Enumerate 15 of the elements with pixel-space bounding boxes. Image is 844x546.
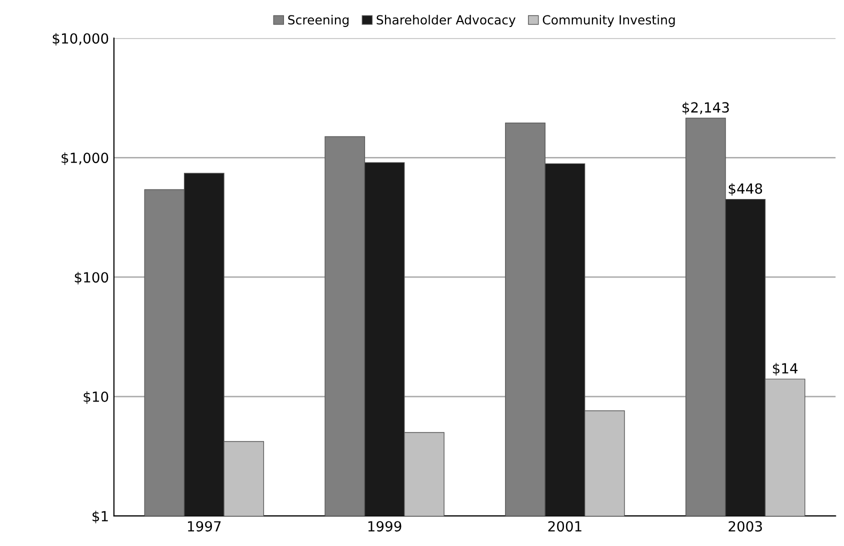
y-tick-label: $1 bbox=[92, 510, 108, 524]
x-tick-label: 1997 bbox=[188, 521, 221, 532]
x-tick-label: 2001 bbox=[548, 521, 582, 532]
data-label: $448 bbox=[728, 183, 762, 196]
y-tick-label: $10,000 bbox=[52, 32, 108, 46]
legend-label: Screening bbox=[288, 14, 349, 27]
x-tick-label: 2003 bbox=[728, 521, 762, 532]
y-tick-label: $100 bbox=[74, 272, 108, 284]
x-tick-label: 1999 bbox=[368, 521, 402, 532]
legend-label: Community Investing bbox=[542, 14, 675, 27]
data-label: $2,143 bbox=[682, 102, 729, 114]
legend-label: Shareholder Advocacy bbox=[376, 14, 516, 27]
y-tick-label: $1,000 bbox=[62, 152, 108, 165]
data-label: $14 bbox=[772, 362, 798, 376]
y-tick-label: $10 bbox=[84, 391, 108, 404]
